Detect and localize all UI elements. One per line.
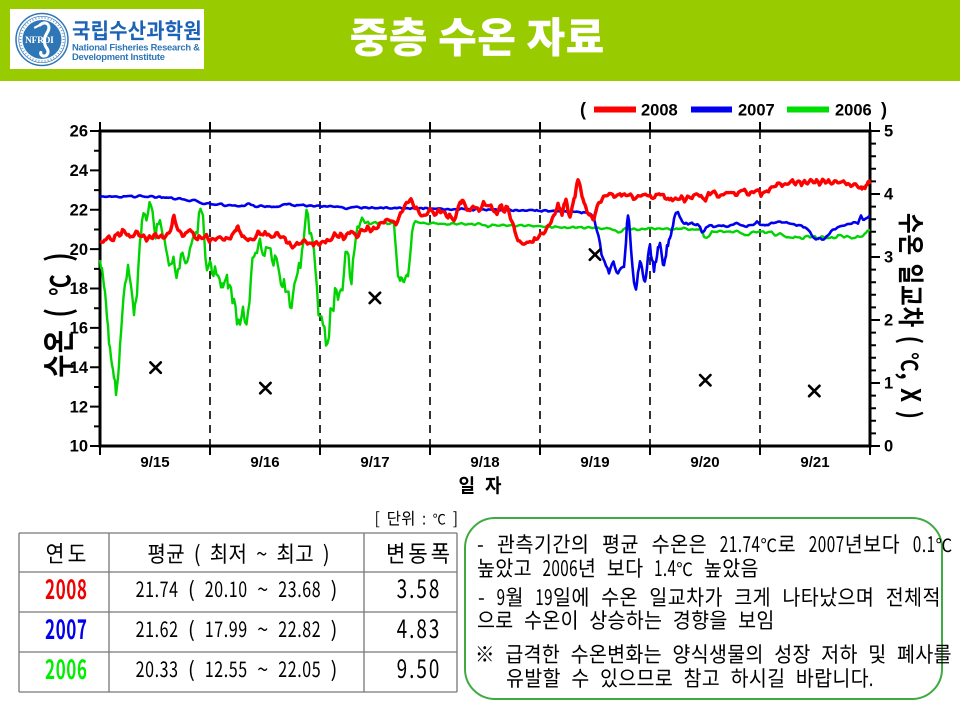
svg-text:2008: 2008 <box>641 102 678 120</box>
svg-text:9/16: 9/16 <box>250 454 279 471</box>
svg-text:9/18: 9/18 <box>470 454 499 471</box>
svg-text:(: ( <box>580 100 586 120</box>
svg-text:24: 24 <box>70 162 89 180</box>
svg-text:2007: 2007 <box>738 102 775 120</box>
svg-text:National Fisheries Research &: National Fisheries Research & <box>72 41 200 52</box>
svg-text:18: 18 <box>70 280 88 298</box>
svg-text:9/17: 9/17 <box>360 454 389 471</box>
svg-text:Development Institute: Development Institute <box>72 51 165 62</box>
svg-text:9/15: 9/15 <box>140 454 169 471</box>
svg-text:16: 16 <box>70 320 88 338</box>
svg-text:1: 1 <box>884 375 893 393</box>
svg-text:5: 5 <box>884 123 893 141</box>
svg-text:): ) <box>881 100 887 120</box>
svg-text:14: 14 <box>70 359 89 377</box>
svg-text:NFRDI: NFRDI <box>25 36 54 46</box>
svg-text:3: 3 <box>884 249 893 267</box>
svg-text:4: 4 <box>884 186 894 204</box>
svg-text:2006: 2006 <box>835 102 872 120</box>
svg-text:20: 20 <box>70 241 88 259</box>
svg-text:9/20: 9/20 <box>690 454 719 471</box>
svg-text:9/21: 9/21 <box>800 454 829 471</box>
svg-text:26: 26 <box>70 123 88 141</box>
svg-text:10: 10 <box>70 438 88 456</box>
svg-text:0: 0 <box>884 438 893 456</box>
svg-text:9/19: 9/19 <box>580 454 609 471</box>
svg-text:22: 22 <box>70 201 88 219</box>
svg-text:2: 2 <box>884 312 893 330</box>
svg-text:12: 12 <box>70 398 88 416</box>
